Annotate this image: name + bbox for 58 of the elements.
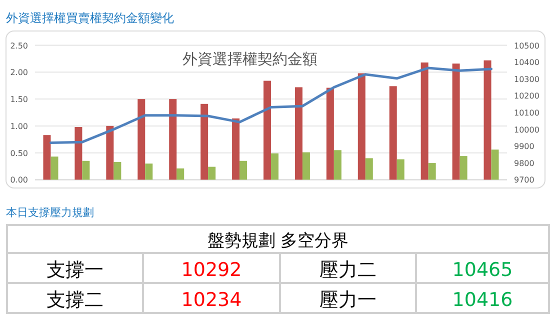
bar (491, 150, 499, 180)
y2-tick-label: 10300 (514, 74, 540, 84)
y-tick-label: 0.50 (10, 148, 28, 158)
text: 本日支撐壓力規劃 (6, 206, 94, 219)
bar (176, 168, 184, 180)
y2-tick-label: 10400 (514, 58, 540, 68)
text: 10292 (181, 259, 242, 281)
bar (50, 156, 58, 180)
bar (302, 152, 310, 180)
bar (232, 118, 240, 180)
y2-tick-label: 10100 (514, 108, 540, 118)
text: 10465 (452, 259, 513, 281)
bar (420, 62, 428, 180)
text: 支撐一 (46, 259, 104, 281)
bar (389, 86, 397, 180)
y2-tick-label: 9700 (514, 176, 534, 185)
bar (138, 99, 146, 180)
bar (484, 60, 492, 180)
chart-subtitle: 外資選擇權契約金額 (182, 50, 318, 68)
bar (294, 87, 302, 180)
y-tick-label: 1.50 (10, 95, 28, 104)
y2-tick-label: 10000 (514, 125, 540, 134)
bar (326, 88, 334, 180)
bar (114, 162, 122, 180)
bar (452, 64, 460, 180)
y2-tick-label: 9900 (514, 142, 534, 152)
y2-tick-label: 10500 (514, 41, 540, 50)
y-tick-label: 1.00 (10, 122, 28, 131)
text: 壓力二 (320, 259, 376, 281)
y-tick-label: 2.50 (10, 41, 28, 50)
bar (43, 135, 51, 180)
bar (169, 99, 177, 180)
text: 壓力一 (320, 289, 376, 311)
bar (358, 73, 366, 180)
bar (271, 153, 278, 180)
bar (106, 126, 114, 180)
bar (460, 156, 468, 180)
bar (334, 150, 342, 180)
bar (240, 160, 248, 180)
bar (396, 159, 404, 180)
bar (208, 166, 216, 180)
line-series (49, 66, 493, 144)
bar (145, 164, 153, 180)
text: 10234 (181, 289, 242, 311)
bar (74, 127, 82, 180)
y-tick-label: 0.00 (10, 176, 28, 185)
y2-tick-label: 9800 (514, 158, 534, 168)
y2-tick-label: 10200 (514, 92, 540, 101)
y-tick-label: 2.00 (10, 68, 28, 78)
bar (264, 80, 271, 180)
text: 支撐二 (46, 289, 104, 311)
bar (428, 163, 436, 180)
bar (82, 160, 90, 180)
bar (365, 158, 373, 180)
text: 盤勢規劃 多空分界 (207, 231, 349, 251)
chart-title: 外資選擇權買賣權契約金額變化 (6, 11, 174, 25)
bar (200, 104, 208, 180)
text: 10416 (452, 289, 513, 311)
